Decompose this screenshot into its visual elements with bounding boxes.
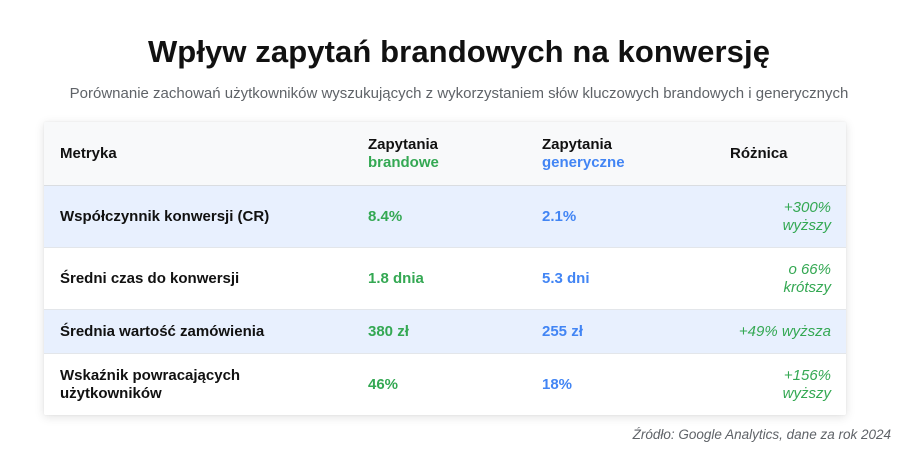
table-row: Średnia wartość zamówienia 380 zł 255 zł…: [44, 310, 846, 354]
row-diff: o 66% krótszy: [684, 248, 831, 309]
header-diff: Różnica: [730, 144, 788, 162]
page-subtitle: Porównanie zachowań użytkowników wyszuku…: [69, 85, 849, 102]
row-metric-line2: użytkowników: [60, 384, 162, 402]
row-metric: Wskaźnik powracających użytkowników: [60, 354, 360, 415]
row-diff-line1: o 66%: [788, 260, 831, 278]
header-brand-label: Zapytania: [368, 135, 439, 153]
table-header-row: Metryka Zapytania brandowe Zapytania gen…: [44, 122, 846, 186]
header-metric: Metryka: [60, 144, 117, 162]
row-diff-line1: +156%: [783, 366, 831, 384]
row-brand-value: 8.4%: [368, 207, 403, 225]
row-metric: Średni czas do konwersji: [60, 269, 240, 287]
table-row: Współczynnik konwersji (CR) 8.4% 2.1% +3…: [44, 186, 846, 248]
row-brand-value: 1.8 dnia: [368, 269, 424, 287]
row-diff: +156% wyższy: [684, 354, 831, 415]
row-diff-line1: +49% wyższa: [738, 322, 831, 340]
table-row: Średni czas do konwersji 1.8 dnia 5.3 dn…: [44, 248, 846, 310]
row-generic-value: 255 zł: [542, 322, 583, 340]
header-brand-sublabel: brandowe: [368, 153, 439, 171]
row-brand-value: 380 zł: [368, 322, 409, 340]
row-diff-line2: krótszy: [783, 278, 831, 296]
row-diff: +49% wyższa: [684, 310, 831, 353]
row-metric-line1: Wskaźnik powracających: [60, 366, 241, 384]
row-diff: +300% wyższy: [684, 186, 831, 247]
row-diff-line2: wyższy: [782, 384, 831, 402]
source-note: Źródło: Google Analytics, dane za rok 20…: [632, 427, 891, 442]
row-generic-value: 18%: [542, 375, 573, 393]
row-diff-line2: wyższy: [782, 216, 831, 234]
row-generic-value: 5.3 dni: [542, 269, 590, 287]
row-diff-line1: +300%: [783, 198, 831, 216]
row-metric: Średnia wartość zamówienia: [60, 322, 265, 340]
header-generic: Zapytania generyczne: [542, 122, 712, 185]
row-metric: Współczynnik konwersji (CR): [60, 207, 270, 225]
row-brand-value: 46%: [368, 375, 399, 393]
page-title: Wpływ zapytań brandowych na konwersję: [147, 34, 771, 69]
table-row: Wskaźnik powracających użytkowników 46% …: [44, 354, 846, 415]
header-generic-sublabel: generyczne: [542, 153, 625, 171]
header-generic-label: Zapytania: [542, 135, 613, 153]
row-generic-value: 2.1%: [542, 207, 577, 225]
header-brand: Zapytania brandowe: [368, 122, 528, 185]
comparison-table: Metryka Zapytania brandowe Zapytania gen…: [44, 122, 846, 415]
